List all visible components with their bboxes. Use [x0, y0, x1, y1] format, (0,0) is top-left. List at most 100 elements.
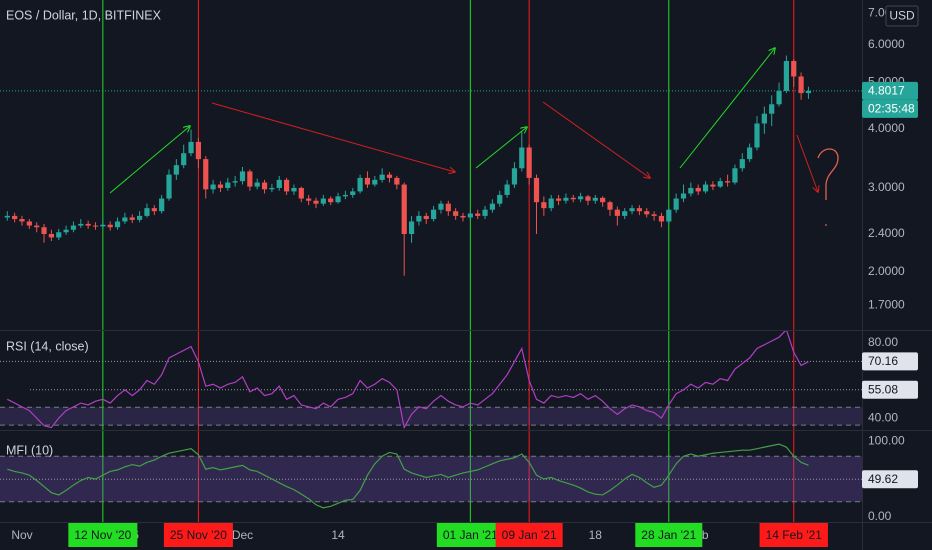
- question-dot: [825, 224, 827, 226]
- mfi-title: MFI (10): [6, 443, 53, 457]
- x-tick-highlight-box: [635, 523, 703, 547]
- candle-body: [739, 159, 745, 169]
- x-tick-label: 14: [331, 528, 345, 542]
- candle-body: [254, 182, 260, 187]
- indicator-line: [7, 331, 809, 430]
- candle-body: [284, 179, 290, 192]
- candle-body: [63, 229, 69, 233]
- candle-body: [614, 209, 620, 216]
- candle-body: [438, 203, 444, 210]
- candle-body: [423, 215, 429, 220]
- candle-body: [673, 198, 679, 210]
- level-label-box: [862, 380, 918, 399]
- candle-body: [592, 197, 598, 201]
- candle-body: [342, 194, 348, 197]
- candle-body: [232, 181, 238, 183]
- y-tick-label: 6.0000: [868, 37, 905, 51]
- candle-body: [78, 223, 84, 226]
- candle-body: [798, 76, 804, 94]
- candle-body: [541, 202, 547, 209]
- candle-body: [298, 187, 304, 199]
- y-tick-label: 0.00: [868, 509, 892, 523]
- candle-body: [166, 174, 172, 199]
- indicator: [7, 331, 809, 430]
- y-tick-label: 40.00: [868, 410, 898, 424]
- y-tick-label: 2.0000: [868, 264, 905, 278]
- level-label: 70.16: [868, 354, 898, 368]
- x-tick-highlight-box: [436, 523, 504, 547]
- candle-body: [519, 147, 525, 169]
- candle-body: [328, 198, 334, 203]
- candle-body: [695, 187, 701, 192]
- candle-body: [56, 232, 62, 238]
- candle-body: [680, 193, 687, 199]
- candle-body: [489, 203, 495, 210]
- candle-body: [467, 213, 473, 218]
- candle-body: [379, 174, 385, 180]
- candle-body: [364, 177, 371, 185]
- y-tick-label: 2.4000: [868, 226, 905, 240]
- x-tick-highlight-box: [495, 523, 563, 547]
- candle-body: [48, 233, 54, 238]
- candle-body: [239, 171, 246, 182]
- candle-body: [4, 215, 10, 218]
- candle-body: [291, 187, 297, 192]
- candle-body: [636, 208, 642, 212]
- candle-body: [533, 177, 540, 203]
- candle-body: [776, 90, 782, 105]
- candle-body: [41, 227, 47, 234]
- level-label-box: [862, 470, 918, 489]
- candle-body: [386, 174, 393, 178]
- candle-body: [482, 209, 488, 216]
- candle-body: [805, 90, 812, 94]
- candle-body: [629, 208, 635, 212]
- candle-body: [357, 177, 363, 192]
- candle-body: [725, 181, 731, 183]
- candle-body: [372, 179, 378, 185]
- x-tick-highlight-box: [163, 523, 233, 547]
- candle-body: [548, 198, 554, 209]
- candle-body: [511, 168, 518, 185]
- candle-body: [217, 184, 224, 188]
- x-tick-label-highlight: 25 Nov '20: [170, 528, 227, 542]
- x-tick-label-highlight: 01 Jan '21: [443, 528, 498, 542]
- currency-box[interactable]: [885, 5, 919, 27]
- x-tick-label-highlight: 14 Feb '21: [766, 528, 823, 542]
- indicator-line: [7, 443, 809, 509]
- candle-body: [460, 215, 466, 218]
- candle-body: [578, 196, 584, 200]
- trend-arrow: [475, 127, 527, 169]
- candles: [4, 55, 812, 276]
- price-label-box: [862, 81, 918, 100]
- candle-body: [181, 153, 187, 166]
- candle-body: [247, 171, 253, 187]
- x-tick-label-highlight: 12 Nov '20: [74, 528, 131, 542]
- trend-arrow: [796, 134, 818, 192]
- candle-body: [761, 113, 767, 124]
- candle-body: [159, 198, 165, 212]
- main-layer: [4, 55, 812, 509]
- candle-body: [210, 184, 216, 190]
- candle-body: [100, 224, 106, 227]
- candle-body: [717, 181, 723, 187]
- candle-body: [754, 123, 760, 148]
- candle-body: [622, 211, 628, 216]
- candle-body: [688, 187, 694, 194]
- back-layer: [0, 0, 862, 522]
- candle-body: [394, 177, 400, 185]
- currency-label[interactable]: USD: [889, 9, 915, 23]
- level-label-box: [862, 352, 918, 371]
- x-tick-highlight-box: [759, 523, 828, 547]
- candle-body: [445, 203, 451, 212]
- x-tick-label: Nov: [11, 528, 32, 542]
- candle-body: [129, 217, 135, 220]
- candle-body: [320, 198, 326, 204]
- candle-body: [475, 213, 481, 216]
- candle-body: [526, 147, 532, 178]
- trend-arrow: [679, 48, 775, 169]
- candle-body: [276, 179, 282, 188]
- candle-body: [188, 141, 194, 154]
- x-tick-label: 18: [589, 528, 603, 542]
- candle-body: [261, 182, 268, 190]
- candle-body: [269, 187, 275, 190]
